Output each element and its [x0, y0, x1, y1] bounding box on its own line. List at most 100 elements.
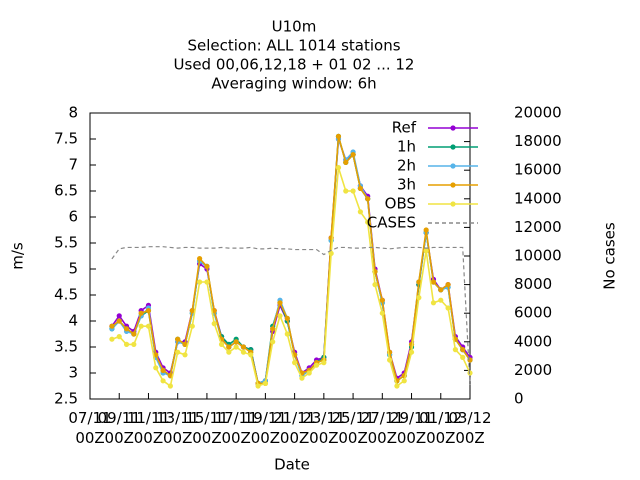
data-point — [277, 300, 283, 306]
x-axis-label: Date — [274, 456, 310, 474]
x-tick-label: 13/11 00Z — [156, 409, 199, 447]
x-tick-label: 17/11 00Z — [215, 409, 258, 447]
data-point — [467, 370, 473, 376]
series-line — [111, 246, 471, 385]
data-point — [445, 305, 451, 311]
legend-label: 2h — [397, 157, 416, 175]
data-point — [379, 310, 385, 316]
data-point — [226, 344, 232, 350]
legend-marker — [450, 163, 456, 169]
data-point — [430, 279, 437, 285]
data-point — [145, 308, 152, 314]
chart-subtitle: Averaging window: 6h — [211, 75, 376, 93]
data-point — [394, 383, 400, 389]
y-tick-label: 8 — [68, 104, 78, 122]
y-tick-label: 3 — [68, 364, 78, 382]
legend-marker — [450, 182, 456, 188]
legend-label: 1h — [397, 138, 416, 156]
data-point — [452, 347, 458, 353]
data-point — [284, 315, 290, 321]
data-point — [401, 378, 407, 384]
data-point — [226, 349, 232, 355]
series-line — [111, 136, 471, 385]
y-axis-label: m/s — [9, 242, 27, 270]
data-point — [277, 313, 283, 319]
data-point — [197, 279, 203, 285]
y2-tick-label: 12000 — [514, 218, 562, 236]
x-tick-label: 29/11 00Z — [390, 409, 433, 447]
x-tick-label: 21/11 00Z — [273, 409, 316, 447]
data-point — [328, 250, 334, 256]
data-point — [262, 380, 268, 386]
x-tick-label: 03/12 00Z — [448, 409, 491, 447]
data-point — [109, 323, 115, 329]
data-point — [160, 367, 166, 373]
y2-tick-label: 20000 — [514, 104, 562, 122]
y2-tick-label: 8000 — [514, 275, 552, 293]
data-point — [335, 165, 342, 171]
data-point — [270, 339, 276, 345]
legend-marker — [450, 144, 456, 150]
chart-subtitle: Selection: ALL 1014 stations — [187, 37, 400, 55]
data-point — [372, 282, 378, 288]
data-point — [116, 318, 122, 324]
legend-marker — [450, 125, 456, 131]
data-point — [116, 334, 122, 340]
data-point — [123, 341, 130, 347]
data-point — [233, 339, 239, 345]
data-point — [343, 159, 349, 165]
x-tick-label: 01/12 00Z — [419, 409, 462, 447]
data-point — [270, 326, 276, 332]
y-tick-label: 2.5 — [54, 390, 78, 408]
data-point — [357, 185, 363, 191]
data-point — [167, 383, 173, 389]
data-point — [204, 279, 210, 285]
chart-subtitle: Used 00,06,12,18 + 01 02 ... 12 — [174, 56, 415, 74]
data-point — [423, 248, 429, 254]
y2-tick-label: 10000 — [514, 247, 562, 265]
y-tick-label: 5 — [68, 260, 78, 278]
data-point — [233, 344, 239, 350]
legend-marker — [450, 201, 456, 207]
y2-tick-label: 18000 — [514, 132, 562, 150]
data-point — [182, 341, 188, 347]
x-tick-label: 09/11 00Z — [98, 409, 141, 447]
data-point — [138, 310, 144, 316]
data-point — [299, 375, 305, 381]
data-point — [284, 331, 290, 337]
y2-tick-label: 4000 — [514, 332, 552, 350]
series-line — [111, 167, 471, 388]
y-tick-label: 4 — [68, 312, 78, 330]
data-point — [460, 347, 466, 353]
legend-label: 3h — [397, 176, 416, 194]
data-point — [138, 323, 144, 329]
x-tick-label: 23/11 00Z — [302, 409, 345, 447]
data-point — [123, 326, 130, 332]
data-point — [182, 352, 188, 358]
legend-label: CASES — [367, 214, 416, 232]
data-point — [248, 352, 254, 358]
data-point — [321, 360, 327, 366]
data-point — [438, 287, 444, 293]
x-tick-label: 11/11 00Z — [127, 409, 170, 447]
y2-tick-label: 14000 — [514, 189, 562, 207]
data-point — [350, 188, 356, 194]
data-point — [240, 344, 247, 350]
data-point — [153, 365, 159, 371]
data-point — [218, 341, 225, 347]
data-point — [408, 349, 415, 355]
data-point — [416, 279, 422, 285]
data-point — [313, 362, 320, 368]
y-tick-label: 7.5 — [54, 130, 78, 148]
x-tick-label: 15/11 00Z — [185, 409, 228, 447]
data-point — [255, 383, 261, 389]
data-point — [240, 349, 247, 355]
data-point — [445, 282, 451, 288]
chart-title: U10m — [272, 18, 317, 36]
data-point — [438, 297, 444, 303]
data-point — [423, 227, 429, 233]
y2-tick-label: 0 — [514, 390, 524, 408]
x-tick-label: 07/11 00Z — [68, 409, 111, 447]
